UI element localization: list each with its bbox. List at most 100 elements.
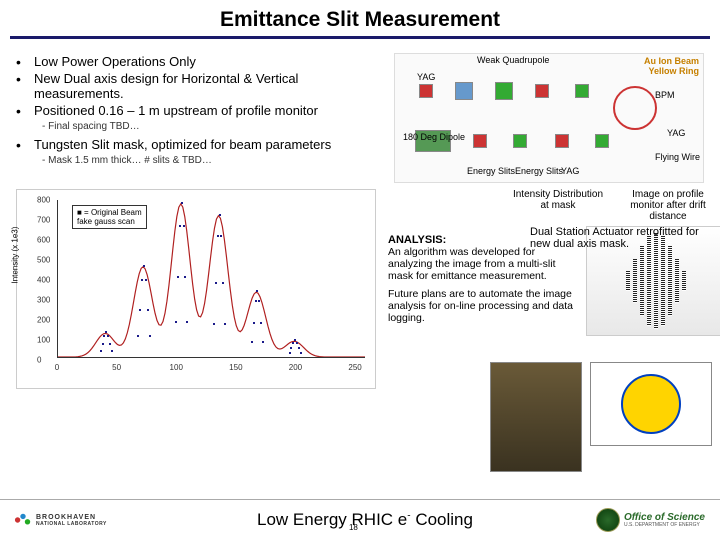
diagram-element	[575, 84, 589, 98]
distribution-labels: Intensity Distribution at mask Image on …	[508, 189, 720, 222]
diagram-label: Au Ion Beam	[644, 56, 699, 66]
content-row: Low Power Operations Only New Dual axis …	[0, 53, 720, 183]
x-tick: 100	[170, 363, 183, 372]
x-tick: 250	[348, 363, 361, 372]
data-point	[217, 235, 219, 237]
data-point	[213, 323, 215, 325]
slit-bar	[682, 271, 686, 291]
y-tick: 100	[37, 336, 50, 345]
intensity-chart: ■ = Original Beam fake gauss scan 0 100 20…	[16, 189, 376, 389]
data-point	[258, 300, 260, 302]
slit-bar	[668, 246, 672, 316]
dist-label: Intensity Distribution at mask	[508, 189, 608, 222]
data-point	[143, 265, 145, 267]
bullet-list: Low Power Operations Only New Dual axis …	[16, 53, 384, 183]
actuator-caption: Dual Station Actuator retrofitted for ne…	[530, 226, 710, 250]
bullet-item: New Dual axis design for Horizontal & Ve…	[16, 70, 384, 102]
bullet-item: Low Power Operations Only	[16, 53, 384, 70]
y-tick: 300	[37, 296, 50, 305]
dist-label: Image on profile monitor after drift dis…	[618, 189, 718, 222]
diagram-label: Flying Wire	[655, 152, 700, 162]
diagram-label: YAG	[561, 166, 579, 176]
data-point	[139, 309, 141, 311]
sub-note: - Final spacing TBD…	[16, 121, 384, 132]
bullet-item: Positioned 0.16 – 1 m upstream of profil…	[16, 102, 384, 119]
y-tick: 800	[37, 196, 50, 205]
data-point	[177, 276, 179, 278]
data-point	[109, 343, 111, 345]
x-tick: 50	[112, 363, 121, 372]
slit-bar	[640, 246, 644, 316]
data-point	[251, 341, 253, 343]
footer-title: Low Energy RHIC e- Cooling	[257, 510, 473, 529]
diagram-label: Yellow Ring	[648, 66, 699, 76]
x-tick: 200	[289, 363, 302, 372]
bnl-logo-sub: NATIONAL LABORATORY	[36, 521, 107, 527]
chart-legend: ■ = Original Beam fake gauss scan	[72, 205, 147, 229]
data-point	[292, 342, 294, 344]
diagram-label: Energy Slits	[467, 166, 515, 176]
data-point	[262, 341, 264, 343]
data-point	[224, 323, 226, 325]
actuator-photo	[490, 362, 582, 472]
footer-title-tail: Cooling	[411, 510, 473, 529]
data-point	[181, 202, 183, 204]
analysis-text: Future plans are to automate the image a…	[388, 288, 574, 324]
data-point	[222, 282, 224, 284]
right-stack: Intensity Distribution at mask Image on …	[388, 189, 720, 389]
data-point	[183, 225, 185, 227]
data-point	[147, 309, 149, 311]
data-point	[102, 343, 104, 345]
y-tick: 400	[37, 276, 50, 285]
legend-line: fake gauss scan	[77, 217, 142, 226]
data-point	[100, 350, 102, 352]
page-number: 18	[349, 523, 358, 532]
data-point	[219, 214, 221, 216]
diagram-label: Energy Slits	[515, 166, 563, 176]
data-point	[103, 335, 105, 337]
data-point	[105, 331, 107, 333]
data-point	[290, 347, 292, 349]
diagram-element	[535, 84, 549, 98]
diagram-element	[595, 134, 609, 148]
data-point	[111, 350, 113, 352]
doe-office: Office of Science	[624, 513, 705, 523]
bullet-item: Tungsten Slit mask, optimized for beam p…	[16, 136, 384, 153]
data-point	[260, 322, 262, 324]
y-tick: 200	[37, 316, 50, 325]
y-tick: 0	[37, 356, 41, 365]
analysis-text: An algorithm was developed for analyzing…	[388, 246, 574, 282]
data-point	[184, 276, 186, 278]
bnl-logo-top: BROOKHAVEN	[36, 514, 107, 521]
diagram-element	[555, 134, 569, 148]
legend-line: ■ = Original Beam	[77, 208, 142, 217]
data-point	[186, 321, 188, 323]
y-tick: 500	[37, 256, 50, 265]
data-point	[179, 225, 181, 227]
diagram-label: YAG	[667, 128, 685, 138]
dipole-ring	[613, 86, 657, 130]
data-point	[220, 235, 222, 237]
y-tick: 700	[37, 216, 50, 225]
data-point	[256, 290, 258, 292]
y-tick: 600	[37, 236, 50, 245]
bnl-mark-icon	[14, 511, 32, 529]
data-point	[289, 352, 291, 354]
x-tick: 0	[55, 363, 59, 372]
chart-ylabel: Intensity (x 1e3)	[11, 227, 20, 284]
diagram-element	[473, 134, 487, 148]
data-point	[215, 282, 217, 284]
footer: BROOKHAVEN NATIONAL LABORATORY Low Energ…	[0, 499, 720, 534]
beam-ellipse	[621, 374, 681, 434]
data-point	[253, 322, 255, 324]
doe-seal-icon	[596, 508, 620, 532]
diagram-element	[419, 84, 433, 98]
slit-bar	[626, 271, 630, 291]
doe-dept: U.S. DEPARTMENT OF ENERGY	[624, 523, 705, 528]
data-point	[296, 342, 298, 344]
data-point	[137, 335, 139, 337]
diagram-element	[455, 82, 473, 100]
data-point	[298, 347, 300, 349]
diagram-element	[495, 82, 513, 100]
diagram-label: 180 Deg Dipole	[403, 132, 465, 142]
